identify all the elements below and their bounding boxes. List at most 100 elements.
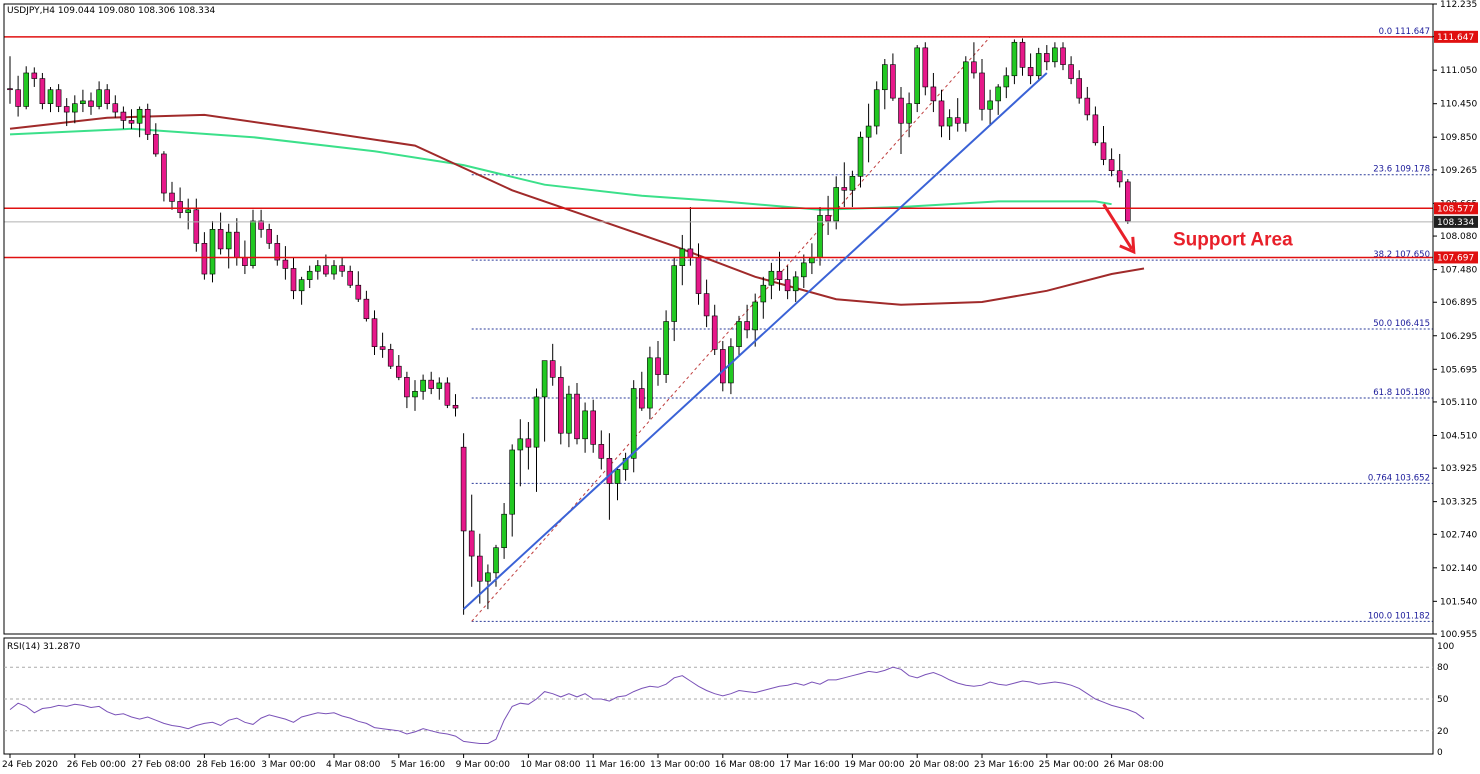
candle-bull [185, 209, 191, 213]
fib-level-label: 0.764 103.652 [1368, 473, 1430, 483]
candle-bull [412, 391, 418, 398]
x-tick-label: 16 Mar 08:00 [715, 760, 775, 770]
candle-bear [525, 438, 532, 448]
candle-bull [671, 265, 678, 322]
candle-bear [898, 97, 904, 124]
candle-bull [962, 61, 969, 124]
candle-bear [1108, 159, 1115, 172]
fib-level-label: 38.2 107.650 [1373, 250, 1430, 260]
candle-bear [1019, 41, 1026, 68]
candle-bear [120, 111, 127, 121]
candle-bear [104, 89, 110, 104]
x-tick-label: 28 Feb 16:00 [196, 760, 255, 770]
candle-bear [55, 89, 62, 107]
candle-bull [47, 89, 54, 104]
candle-bear [776, 270, 783, 280]
y-tick-label: 112.235 [1440, 0, 1477, 10]
support-annotation: Support Area [1102, 203, 1293, 255]
candle-bear [719, 349, 726, 384]
candle-bull [614, 469, 621, 484]
rsi-panel: RSI(14) 31.2870 100 80 50 20 0 [4, 642, 1454, 758]
candle-bear [606, 458, 613, 484]
candle-bear [355, 284, 362, 300]
candle-bull [760, 284, 767, 303]
candle-bear [31, 72, 38, 79]
candle-bear [476, 555, 483, 582]
price-tag-box [1434, 30, 1478, 43]
arrow-shaft [1102, 203, 1134, 250]
candle-bear [63, 106, 70, 113]
candle-bear [282, 259, 289, 269]
y-tick-label: 101.540 [1440, 597, 1477, 607]
y-tick-label: 106.295 [1440, 332, 1477, 342]
candle-bear [1084, 97, 1091, 116]
candle-bear [744, 321, 750, 331]
candle-bear [128, 120, 135, 124]
candle-bull [314, 265, 321, 272]
candle-bull [582, 410, 588, 440]
candle-bull [946, 117, 953, 127]
y-tick-label: 100.955 [1440, 630, 1477, 640]
candle-bear [379, 346, 386, 350]
candle-bear [922, 47, 929, 88]
candle-bear [88, 100, 94, 107]
x-tick-label: 11 Mar 16:00 [585, 760, 645, 770]
candle-bear [784, 279, 791, 292]
x-tick-label: 26 Feb 00:00 [67, 760, 126, 770]
y-tick-label: 110.450 [1440, 100, 1477, 110]
candle-bear [428, 379, 435, 389]
candle-bull [509, 449, 516, 515]
candle-bear [557, 377, 564, 434]
candle-bull [800, 262, 807, 278]
candle-bear [638, 388, 645, 409]
candle-bear [1076, 78, 1082, 99]
support-area-label: Support Area [1173, 230, 1293, 251]
candle-bear [1068, 64, 1074, 79]
candle-bear [1092, 114, 1099, 144]
candle-bear [703, 293, 710, 317]
candle-bull [566, 393, 572, 434]
price-tags: 111.647 108.577 108.334 107.697 [1434, 30, 1478, 264]
candle-bull [306, 270, 313, 280]
candle-bull [752, 301, 759, 331]
candle-bear [711, 315, 718, 350]
candle-bull [630, 388, 637, 459]
candle-bull [873, 89, 880, 127]
candle-bear [169, 192, 175, 202]
candle-bear [930, 86, 937, 102]
candle-bear [234, 231, 240, 258]
candle-bear [971, 61, 977, 74]
candle-bear [323, 265, 329, 275]
price-tag-box [1434, 215, 1478, 228]
candle-bear [266, 229, 273, 244]
candle-bear [15, 89, 21, 107]
arrow-head [1119, 236, 1136, 255]
y-tick-label: 102.140 [1440, 564, 1477, 574]
candle-bear [1027, 67, 1034, 77]
candle-bull [995, 86, 1002, 102]
candle-bull [517, 438, 524, 451]
candle-bear [274, 243, 281, 261]
candle-bear [598, 444, 605, 459]
candle-bull [906, 103, 912, 124]
candle-bull [80, 100, 86, 104]
candle-bear [387, 349, 394, 367]
candle-bear [258, 220, 264, 230]
candle-bull [96, 89, 102, 107]
candle-bear [395, 365, 402, 378]
price-tag-label: 111.647 [1437, 33, 1474, 43]
rsi-label: RSI(14) 31.2870 [7, 642, 80, 652]
candle-bear [890, 64, 896, 99]
candle-bear [161, 153, 167, 194]
x-tick-label: 3 Mar 00:00 [261, 760, 316, 770]
candle-bear [347, 270, 354, 286]
candle-bull [485, 572, 491, 582]
fib-level-label: 50.0 106.415 [1373, 319, 1430, 329]
candle-bear [460, 446, 467, 532]
candle-bull [209, 229, 216, 275]
price-tag-label: 108.577 [1437, 204, 1474, 214]
candle-bull [865, 125, 872, 138]
candle-bull [420, 379, 426, 392]
